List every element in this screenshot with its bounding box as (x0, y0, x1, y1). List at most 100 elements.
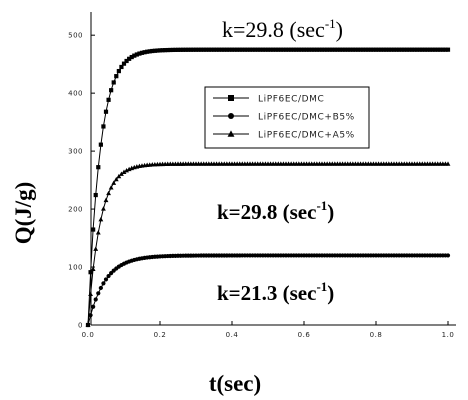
series-point (373, 47, 379, 52)
series-point (348, 47, 353, 52)
series-point (222, 47, 227, 52)
series-point (301, 47, 307, 52)
series-point (263, 47, 268, 52)
series-point (101, 281, 106, 286)
series-point (103, 277, 109, 282)
series-point (433, 47, 438, 52)
series-point (152, 48, 157, 53)
series-point (386, 47, 391, 52)
x-tick-label: 0.8 (370, 331, 383, 339)
series-point (178, 47, 183, 52)
series-point (116, 68, 121, 74)
series-point (127, 56, 132, 61)
series-point (440, 47, 445, 52)
series-point (106, 190, 111, 196)
series-point (157, 48, 163, 53)
series-point (147, 49, 152, 54)
series-point (415, 47, 420, 52)
series-point (407, 47, 412, 52)
series-point (183, 47, 188, 52)
series-point (409, 47, 415, 52)
series-point (132, 53, 137, 58)
series-point (101, 124, 106, 129)
series-layer (85, 47, 451, 328)
series-point (384, 47, 389, 52)
series-point (95, 230, 101, 235)
series-point (116, 173, 122, 179)
series-point (91, 304, 96, 309)
series-point (355, 47, 361, 52)
series-point (214, 47, 219, 52)
series-point (402, 47, 407, 52)
series-point (343, 47, 348, 52)
series-point (96, 291, 101, 296)
series-point (435, 47, 440, 52)
series-point (121, 61, 127, 66)
series-point (443, 47, 448, 52)
series-point (319, 47, 325, 52)
series-point (191, 47, 196, 52)
series-point (209, 47, 214, 52)
series-point (294, 47, 299, 52)
series-point (368, 47, 373, 52)
series-point (196, 47, 201, 52)
x-tick-label: 0.6 (298, 331, 311, 339)
series-point (219, 47, 224, 52)
series-point (96, 165, 101, 170)
series-point (291, 47, 296, 52)
series-point (245, 47, 250, 52)
series-point (304, 47, 309, 52)
series-point (237, 47, 242, 52)
series-point (124, 167, 129, 173)
series-point (281, 47, 286, 52)
series-point (240, 47, 245, 52)
y-axis-title: Q(J/g) (11, 182, 36, 245)
series-point (412, 47, 417, 52)
series-point (278, 47, 283, 52)
series-point (317, 47, 322, 52)
series-point (273, 47, 278, 52)
series-point (193, 47, 199, 52)
series-point (445, 161, 451, 166)
y-tick-label: 300 (68, 148, 83, 156)
series-point (163, 48, 168, 53)
series-point (88, 270, 93, 275)
series-point (93, 246, 99, 251)
series-point (325, 47, 330, 52)
series-point (93, 192, 98, 198)
series-point (119, 64, 124, 70)
series-point (155, 48, 160, 53)
series-point (103, 109, 109, 114)
series-point (268, 47, 273, 52)
series-point (88, 313, 93, 318)
series-point (204, 47, 209, 52)
series-point (139, 50, 145, 55)
legend: LiPF6EC/DMC LiPF6EC/DMC+B5% LiPF6EC/DMC+A5… (204, 86, 370, 149)
annotation-mid-rate: k=29.8 (sec-1) (217, 198, 334, 224)
series-point (129, 54, 134, 60)
series-point (307, 47, 312, 52)
series-point (106, 97, 111, 102)
series-point (101, 206, 106, 211)
series-point (350, 47, 355, 52)
series-point (109, 88, 114, 93)
annotation-low-rate: k=21.3 (sec-1) (217, 279, 334, 305)
series-point (332, 47, 337, 52)
series-point (330, 47, 335, 52)
series-point (345, 47, 350, 52)
series-point (121, 169, 127, 174)
series-point (114, 74, 119, 79)
series-point (250, 47, 255, 52)
series-point (271, 47, 276, 52)
series-point (111, 80, 116, 85)
series-point (361, 47, 366, 52)
y-tick-label: 100 (68, 264, 83, 272)
series-point (353, 47, 358, 52)
series-point (145, 49, 150, 54)
series-point (98, 285, 103, 291)
series-point (322, 47, 327, 52)
series-point (181, 47, 186, 52)
series-point (124, 58, 129, 64)
series-point (88, 291, 93, 296)
